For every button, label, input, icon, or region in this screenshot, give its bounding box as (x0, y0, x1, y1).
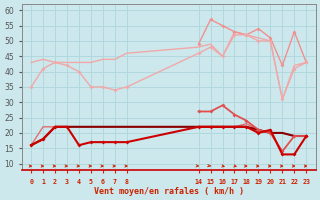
X-axis label: Vent moyen/en rafales ( km/h ): Vent moyen/en rafales ( km/h ) (94, 187, 244, 196)
